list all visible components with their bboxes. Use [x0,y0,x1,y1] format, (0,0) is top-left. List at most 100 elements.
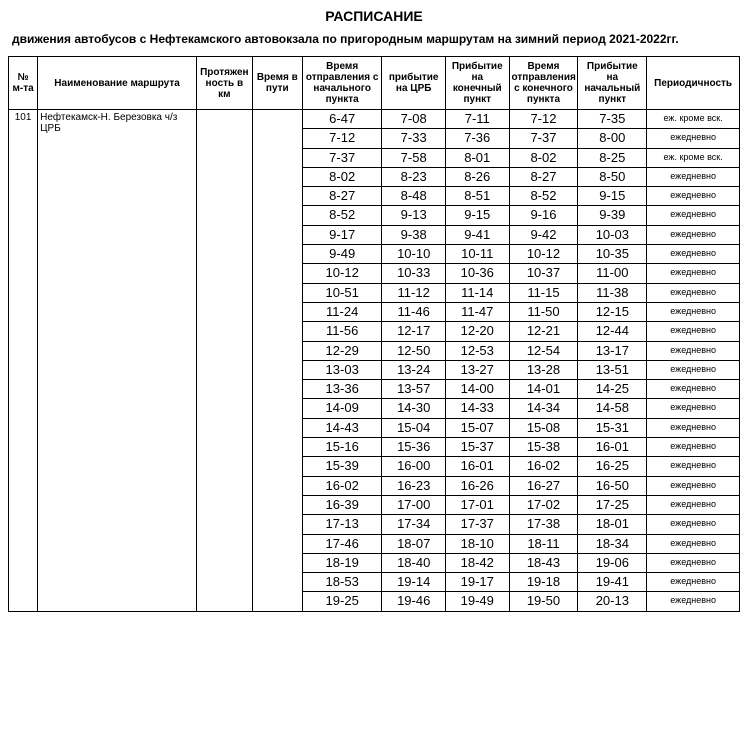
time-cell-arr: 8-01 [445,148,509,167]
freq-cell: ежедневно [647,341,740,360]
freq-cell: ежедневно [647,495,740,514]
freq-cell: ежедневно [647,322,740,341]
time-cell-dep: 7-12 [302,129,381,148]
time-cell-arr: 11-14 [445,283,509,302]
time-cell-arr2: 13-17 [578,341,647,360]
time-cell-dep: 10-51 [302,283,381,302]
freq-cell: ежедневно [647,418,740,437]
time-cell-dep: 14-09 [302,399,381,418]
time-cell-dep: 10-12 [302,264,381,283]
freq-cell: еж. кроме вск. [647,148,740,167]
time-cell-arr2: 14-58 [578,399,647,418]
time-cell-arr: 8-51 [445,187,509,206]
time-cell-arr2: 15-31 [578,418,647,437]
time-cell-crb: 18-40 [382,553,446,572]
time-cell-dep2: 10-12 [509,245,578,264]
time-cell-dep2: 16-27 [509,476,578,495]
time-cell-dep: 7-37 [302,148,381,167]
time-cell-dep: 11-24 [302,302,381,321]
time-cell-arr2: 8-25 [578,148,647,167]
th-dist: Протяжен ность в км [197,57,253,110]
time-cell-arr2: 16-50 [578,476,647,495]
th-arr: Прибытие на конечный пункт [445,57,509,110]
time-cell-dep2: 8-02 [509,148,578,167]
time-cell-arr: 12-20 [445,322,509,341]
time-cell-dep2: 19-18 [509,573,578,592]
th-arr2: Прибытие на начальный пункт [578,57,647,110]
time-cell-crb: 8-23 [382,167,446,186]
time-cell-arr2: 18-34 [578,534,647,553]
time-cell-arr2: 7-35 [578,110,647,129]
time-cell-arr2: 16-01 [578,438,647,457]
freq-cell: ежедневно [647,302,740,321]
time-cell-arr: 14-00 [445,380,509,399]
time-cell-crb: 12-50 [382,341,446,360]
time-cell-arr2: 11-00 [578,264,647,283]
time-cell-dep: 18-19 [302,553,381,572]
time-cell-crb: 15-36 [382,438,446,457]
route-num-cell: 101 [9,110,38,612]
th-dep2: Время отправления с конечного пункта [509,57,578,110]
time-cell-dep2: 11-50 [509,302,578,321]
time-cell-arr2: 10-35 [578,245,647,264]
time-cell-arr2: 14-25 [578,380,647,399]
time-cell-dep: 8-27 [302,187,381,206]
freq-cell: ежедневно [647,438,740,457]
freq-cell: ежедневно [647,264,740,283]
time-cell-crb: 9-38 [382,225,446,244]
time-cell-dep: 12-29 [302,341,381,360]
time-cell-dep: 19-25 [302,592,381,611]
time-cell-dep: 6-47 [302,110,381,129]
time-cell-arr: 15-07 [445,418,509,437]
freq-cell: ежедневно [647,553,740,572]
time-cell-arr: 17-37 [445,515,509,534]
time-cell-crb: 9-13 [382,206,446,225]
th-crb: прибытие на ЦРБ [382,57,446,110]
time-cell-arr: 18-42 [445,553,509,572]
freq-cell: ежедневно [647,206,740,225]
time-cell-crb: 7-58 [382,148,446,167]
time-cell-crb: 10-10 [382,245,446,264]
time-cell-arr: 14-33 [445,399,509,418]
time-cell-arr: 8-26 [445,167,509,186]
time-cell-dep: 15-16 [302,438,381,457]
freq-cell: ежедневно [647,225,740,244]
time-cell-arr: 19-17 [445,573,509,592]
time-cell-arr: 16-26 [445,476,509,495]
time-cell-crb: 10-33 [382,264,446,283]
freq-cell: ежедневно [647,283,740,302]
freq-cell: еж. кроме вск. [647,110,740,129]
th-freq: Периодичность [647,57,740,110]
time-cell-dep2: 8-52 [509,187,578,206]
time-cell-arr2: 9-39 [578,206,647,225]
time-cell-crb: 8-48 [382,187,446,206]
time-cell-dep2: 19-50 [509,592,578,611]
time-cell-dep2: 7-37 [509,129,578,148]
time-cell-arr: 11-47 [445,302,509,321]
th-name: Наименование маршрута [38,57,197,110]
time-cell-dep: 13-36 [302,380,381,399]
time-cell-arr2: 8-00 [578,129,647,148]
time-cell-crb: 13-24 [382,360,446,379]
freq-cell: ежедневно [647,592,740,611]
freq-cell: ежедневно [647,573,740,592]
time-cell-crb: 17-34 [382,515,446,534]
time-cell-dep: 9-17 [302,225,381,244]
time-cell-dep2: 9-42 [509,225,578,244]
time-cell-dep2: 12-21 [509,322,578,341]
freq-cell: ежедневно [647,534,740,553]
freq-cell: ежедневно [647,457,740,476]
time-cell-dep2: 10-37 [509,264,578,283]
time-cell-dep2: 8-27 [509,167,578,186]
time-cell-arr: 7-11 [445,110,509,129]
time-cell-arr: 10-11 [445,245,509,264]
th-num: № м-та [9,57,38,110]
time-cell-dep: 13-03 [302,360,381,379]
time-cell-arr: 17-01 [445,495,509,514]
time-cell-arr2: 19-41 [578,573,647,592]
time-cell-dep: 17-46 [302,534,381,553]
time-cell-dep: 14-43 [302,418,381,437]
time-cell-crb: 15-04 [382,418,446,437]
time-cell-dep2: 15-08 [509,418,578,437]
time-cell-arr2: 18-01 [578,515,647,534]
